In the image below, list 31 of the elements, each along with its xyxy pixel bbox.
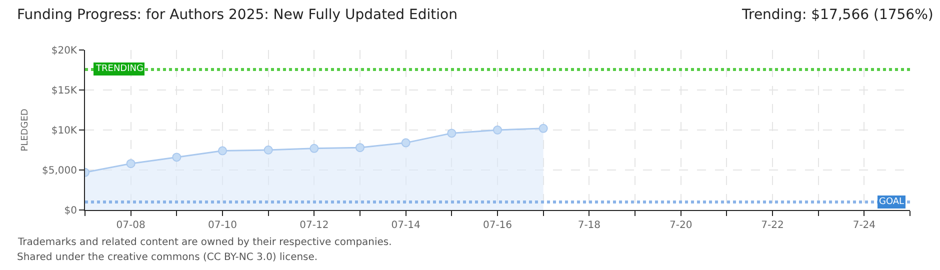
x-tick-label: 07-10 [208, 220, 238, 231]
point [538, 124, 548, 133]
x-tick-label: 07-12 [300, 220, 329, 231]
text: Shared under the creative commons (CC BY-NC 3.0) license. [17, 252, 318, 263]
point [310, 144, 319, 153]
y-tick-label: $5,000 [42, 166, 77, 176]
x-tick-label: 7-18 [578, 220, 601, 231]
ref-line-label: GOAL [879, 197, 904, 207]
x-tick-label: 7-22 [761, 220, 784, 231]
point [126, 159, 136, 168]
x-tick-label: 07-16 [482, 220, 512, 231]
y-tick-label: $0 [64, 206, 77, 216]
ref-line-label: TRENDING [95, 64, 144, 74]
point [218, 146, 227, 156]
x-tick-label: 7-20 [669, 220, 692, 231]
x-tick-label: 07-08 [116, 220, 146, 231]
x-tick-label: 07-14 [391, 220, 420, 231]
point [356, 143, 364, 152]
y-tick-label: $15K [51, 86, 78, 96]
y-axis-title: PLEDGED [20, 108, 30, 152]
point [493, 126, 502, 134]
x-tick-label: 7-24 [852, 220, 876, 231]
y-tick-label: $10K [51, 126, 78, 136]
point [447, 128, 456, 138]
chart-title: Funding Progress: for Authors 2025: New Fully Updated Edition [17, 7, 458, 23]
point [401, 138, 410, 148]
text: Trademarks and related content are owned by their respective companies. [17, 237, 392, 248]
chart-subtitle: Trending: $17,566 (1756%) [741, 7, 934, 23]
y-tick-label: $20K [51, 46, 78, 56]
point [172, 152, 182, 162]
point [264, 146, 273, 154]
